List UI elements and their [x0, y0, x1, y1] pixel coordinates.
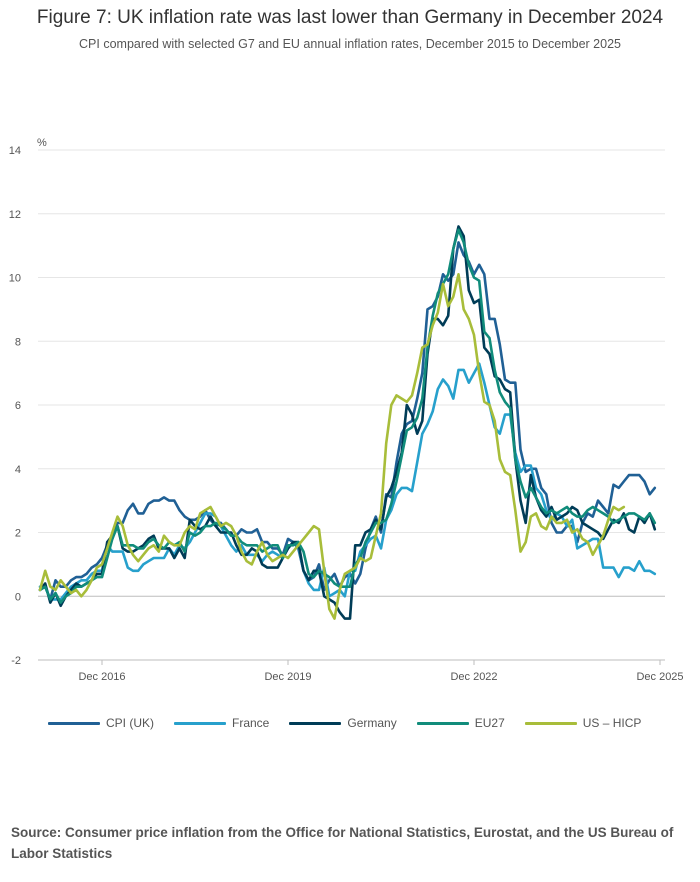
y-tick-label: -2: [11, 655, 21, 667]
series-line-france[interactable]: [38, 362, 657, 601]
legend-label: France: [232, 716, 270, 730]
legend-item-cpi-uk[interactable]: CPI (UK): [48, 716, 154, 730]
y-axis-unit-label: %: [37, 137, 47, 149]
legend-label: US – HICP: [582, 716, 642, 730]
legend-item-us-hicp[interactable]: US – HICP: [524, 716, 642, 730]
legend-swatch: [416, 721, 469, 725]
y-axis-ticks: -2 0 2 4 6 8 10 12 14: [9, 145, 21, 667]
line-chart: -2 0 2 4 6 8 10 12 14 % Dec 2016 Dec 2019 Dec 2022…: [9, 137, 684, 683]
legend-label: CPI (UK): [106, 716, 154, 730]
y-tick-label: 0: [15, 591, 21, 603]
series-line-eu27[interactable]: [38, 228, 657, 604]
x-tick-label: Dec 2025: [636, 671, 683, 683]
y-tick-label: 2: [15, 528, 21, 540]
legend-item-france[interactable]: France: [174, 716, 269, 730]
chart-subtitle: CPI compared with selected G7 and EU ann…: [79, 37, 621, 51]
x-axis: Dec 2016 Dec 2019 Dec 2022 Dec 2025: [38, 659, 684, 683]
series-line-cpi-uk[interactable]: [38, 241, 657, 601]
series-line-us-hicp[interactable]: [38, 272, 626, 620]
series-line-germany[interactable]: [38, 225, 657, 620]
y-tick-label: 8: [15, 336, 21, 348]
x-tick-label: Dec 2019: [264, 671, 311, 683]
y-tick-label: 4: [15, 464, 21, 476]
legend-item-germany[interactable]: Germany: [289, 716, 397, 730]
x-tick-label: Dec 2022: [450, 671, 497, 683]
y-tick-label: 6: [15, 400, 21, 412]
legend: CPI (UK) France Germany EU27 US – HICP: [48, 716, 661, 730]
legend-label: EU27: [474, 716, 505, 730]
x-tick-label: Dec 2016: [78, 671, 125, 683]
legend-item-eu27[interactable]: EU27: [416, 716, 505, 730]
legend-swatch: [174, 721, 226, 725]
legend-swatch: [524, 721, 577, 725]
y-tick-label: 10: [9, 273, 21, 285]
source-note: Source: Consumer price inflation from th…: [11, 825, 674, 861]
legend-swatch: [289, 721, 342, 725]
legend-label: Germany: [347, 716, 397, 730]
chart-title: Figure 7: UK inflation rate was last low…: [36, 7, 664, 28]
legend-swatch: [48, 721, 100, 725]
y-tick-label: 14: [9, 145, 21, 157]
series-lines: [38, 225, 657, 620]
y-tick-label: 12: [9, 209, 21, 221]
